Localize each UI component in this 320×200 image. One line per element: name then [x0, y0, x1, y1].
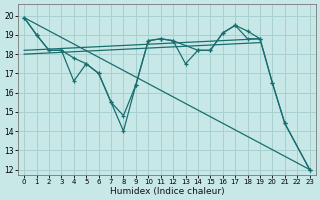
X-axis label: Humidex (Indice chaleur): Humidex (Indice chaleur): [109, 187, 224, 196]
